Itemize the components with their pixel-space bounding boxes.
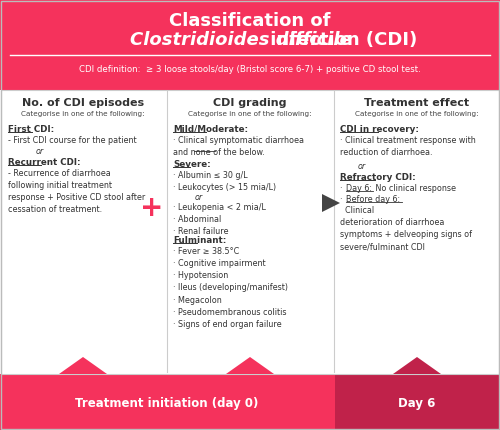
Bar <box>0 90 500 374</box>
Text: Classification of: Classification of <box>169 12 331 30</box>
Text: infection (CDI): infection (CDI) <box>264 31 417 49</box>
Text: Day 6:: Day 6: <box>346 184 372 193</box>
Text: or: or <box>36 147 44 156</box>
Text: or: or <box>358 162 366 171</box>
Text: or: or <box>195 193 203 202</box>
Text: Treatment effect: Treatment effect <box>364 98 470 108</box>
Text: No clinical response: No clinical response <box>373 184 456 193</box>
Text: - Recurrence of diarrhoea
following initial treatment
response + Positive CD sto: - Recurrence of diarrhoea following init… <box>8 169 145 215</box>
Polygon shape <box>393 357 441 374</box>
Text: First CDI:: First CDI: <box>8 125 54 134</box>
Text: Categorise in one of the following:: Categorise in one of the following: <box>21 111 145 117</box>
Text: · Clinical symptomatic diarrhoea
and none of the below.: · Clinical symptomatic diarrhoea and non… <box>173 136 304 157</box>
Text: CDI definition:  ≥ 3 loose stools/day (Bristol score 6-7) + positive CD stool te: CDI definition: ≥ 3 loose stools/day (Br… <box>79 64 421 74</box>
Polygon shape <box>59 357 107 374</box>
Text: Before day 6:: Before day 6: <box>346 195 400 204</box>
Text: ·: · <box>340 184 345 193</box>
Text: Recurrent CDI:: Recurrent CDI: <box>8 158 81 167</box>
Text: Severe:: Severe: <box>173 160 211 169</box>
Text: · Clinical treatment response with
reduction of diarrhoea.: · Clinical treatment response with reduc… <box>340 136 476 157</box>
Text: Clostridioides difficile: Clostridioides difficile <box>130 31 352 49</box>
Text: CDI in recovery:: CDI in recovery: <box>340 125 419 134</box>
Text: Day 6: Day 6 <box>398 396 436 409</box>
Bar <box>0 0 500 90</box>
Text: Refractory CDI:: Refractory CDI: <box>340 173 416 182</box>
Text: +: + <box>140 194 164 222</box>
Text: Clinical
deterioration of diarrhoea
symptoms + delveoping signs of
severe/fulmin: Clinical deterioration of diarrhoea symp… <box>340 206 472 252</box>
Text: Categorise in one of the following:: Categorise in one of the following: <box>188 111 312 117</box>
Text: Treatment initiation (day 0): Treatment initiation (day 0) <box>76 396 258 409</box>
Text: Fulminant:: Fulminant: <box>173 236 227 245</box>
Bar <box>335 374 500 430</box>
Text: · Fever ≥ 38.5°C
· Cognitive impairment
· Hypotension
· Ileus (developing/manife: · Fever ≥ 38.5°C · Cognitive impairment … <box>173 247 288 329</box>
Text: CDI grading: CDI grading <box>213 98 287 108</box>
Text: · Leukopenia < 2 mia/L
· Abdominal
· Renal failure: · Leukopenia < 2 mia/L · Abdominal · Ren… <box>173 203 266 236</box>
Text: - First CDI course for the patient: - First CDI course for the patient <box>8 136 136 145</box>
Text: Categorise in one of the following:: Categorise in one of the following: <box>355 111 479 117</box>
Bar <box>0 374 335 430</box>
Polygon shape <box>226 357 274 374</box>
Text: No. of CDI episodes: No. of CDI episodes <box>22 98 144 108</box>
Bar <box>1 90 499 374</box>
Text: Mild/Moderate:: Mild/Moderate: <box>173 125 248 134</box>
Text: · Albumin ≤ 30 g/L
· Leukocytes (> 15 mia/L): · Albumin ≤ 30 g/L · Leukocytes (> 15 mi… <box>173 171 276 192</box>
Polygon shape <box>322 194 340 212</box>
Text: ·: · <box>340 195 345 204</box>
